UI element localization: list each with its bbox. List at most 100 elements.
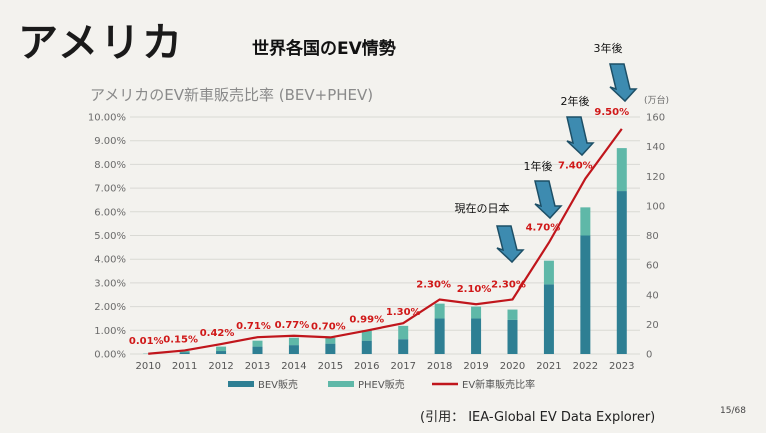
right-tick-label: 140 [646,142,665,153]
right-axis: 0 20 40 60 80 100 120 140 160 (万台) [644,94,669,361]
left-tick-label: 4.00% [94,255,126,266]
down-arrow-icon [534,180,563,220]
right-tick-label: 60 [646,261,659,272]
x-tick-label: 2021 [536,361,561,372]
bar-phev [179,351,190,353]
bar-bev [288,345,299,354]
x-tick-label: 2017 [390,361,415,372]
ratio-line [148,128,623,355]
right-tick-label: 0 [646,350,652,361]
right-tick-label: 100 [646,201,665,212]
x-tick-label: 2022 [573,361,598,372]
bar-bev [543,284,554,354]
left-tick-label: 10.00% [88,113,126,124]
ratio-data-label: 7.40% [558,161,593,172]
down-arrow-icon [609,63,638,103]
left-tick-label: 1.00% [94,326,126,337]
ratio-data-label: 2.30% [491,279,526,290]
annotation-label: 1年後 [524,159,553,173]
ratio-data-label: 0.71% [236,321,271,332]
ratio-data-label: 0.99% [349,315,384,326]
bar-phev [616,148,627,192]
right-tick-label: 40 [646,290,659,301]
right-tick-label: 20 [646,320,659,331]
bar-bev [361,340,372,354]
ratio-data-label: 0.77% [275,320,310,331]
left-tick-label: 2.00% [94,302,126,313]
bar-bev [616,191,627,354]
right-tick-label: 160 [646,113,665,124]
left-tick-label: 0.00% [94,350,126,361]
bar-phev [252,340,263,347]
right-tick-label: 80 [646,231,659,242]
ratio-data-label: 0.70% [311,321,346,332]
bar-phev [507,309,518,320]
ratio-data-label: 0.42% [200,328,235,339]
x-tick-label: 2019 [463,361,488,372]
x-tick-label: 2023 [609,361,634,372]
x-tick-label: 2012 [208,361,233,372]
ratio-data-label: 1.30% [386,307,421,318]
legend-label: BEV販売 [258,378,298,391]
x-tick-label: 2018 [427,361,452,372]
bar-bev [325,343,336,354]
ratio-data-label: 0.15% [163,334,198,345]
bar-phev [361,330,372,341]
annotation-label: 3年後 [594,41,623,55]
ratio-data-label: 4.70% [526,223,561,234]
x-tick-label: 2020 [500,361,525,372]
bars [143,148,627,354]
bar-bev [252,346,263,354]
left-tick-label: 6.00% [94,207,126,218]
x-tick-label: 2011 [172,361,197,372]
legend-label: PHEV販売 [358,378,405,391]
bar-bev [507,319,518,354]
bar-phev [543,260,554,285]
bar-phev [216,346,227,352]
data-labels: 0.01% 0.15%0.42%0.71% 0.77% 0.70%0.99%1.30%… [129,107,629,347]
right-axis-unit: (万台) [644,94,669,106]
ratio-data-label: 2.10% [457,284,492,295]
legend: BEV販売 PHEV販売 EV新車販売比率 [228,378,535,391]
left-tick-label: 7.00% [94,184,126,195]
bar-phev [288,337,299,346]
chart-title: アメリカのEV新車販売比率 (BEV+PHEV) [90,86,374,104]
down-arrow-icon [566,116,595,157]
right-tick-label: 120 [646,172,665,183]
left-tick-label: 5.00% [94,231,126,242]
page-number: 15/68 [720,406,746,416]
ratio-data-label: 9.50% [594,107,629,118]
left-tick-label: 8.00% [94,160,126,171]
page-title: アメリカ [18,20,184,66]
bar-bev [471,318,482,354]
left-tick-label: 9.00% [94,136,126,147]
gridlines [130,116,640,355]
ratio-line-path [148,128,623,355]
bar-bev [216,351,227,354]
x-tick-label: 2013 [245,361,270,372]
bar-phev [398,325,409,340]
legend-swatch [328,381,354,387]
down-arrow-icon [496,225,525,264]
x-axis: 2010 2011 2012 2013 2014 2015 2016 2017 2018 2019… [135,361,634,372]
bar-bev [580,235,591,354]
bar-phev [471,306,482,319]
slide-subtitle: 世界各国のEV情勢 [252,39,396,59]
annotation-label: 2年後 [561,94,590,108]
legend-label: EV新車販売比率 [462,378,535,391]
ratio-data-label: 0.01% [129,336,164,347]
annotation-arrows: 現在の日本 1年後 2年後 3年後 [455,41,638,264]
bar-phev [434,303,445,319]
bar-bev [398,339,409,354]
legend-swatch [228,381,254,387]
bar-bev [179,352,190,354]
bar-phev [580,207,591,236]
annotation-label: 現在の日本 [455,201,510,215]
x-tick-label: 2015 [318,361,343,372]
bar-phev [325,337,336,344]
x-tick-label: 2010 [135,361,160,372]
left-tick-label: 3.00% [94,278,126,289]
ratio-data-label: 2.30% [416,279,451,290]
